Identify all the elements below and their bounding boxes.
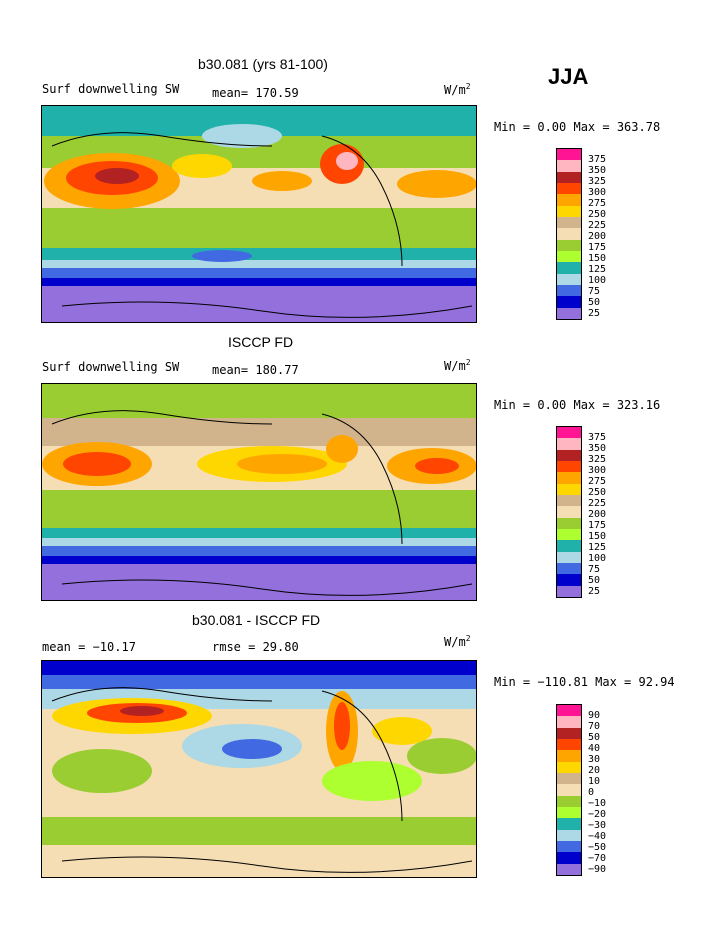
colorbar-label: 325	[588, 176, 607, 187]
colorbar-label: −20	[588, 809, 607, 820]
colorbar-label: 150	[588, 531, 607, 542]
panel2-units: W/m2	[444, 358, 471, 373]
colorbar-label: 325	[588, 454, 607, 465]
panel3-title: b30.081 - ISCCP FD	[192, 612, 321, 628]
colorbar-label: −40	[588, 831, 607, 842]
colorbar-label: 375	[588, 154, 607, 165]
panel1-map	[41, 105, 477, 323]
panel1-units: W/m2	[444, 82, 471, 97]
colorbar-label: 100	[588, 275, 607, 286]
colorbar-label: 125	[588, 542, 607, 553]
colorbar-label: 75	[588, 286, 601, 297]
colorbar-label: 250	[588, 209, 607, 220]
panel1-variable: Surf downwelling SW	[42, 82, 180, 96]
colorbar-label: 200	[588, 509, 607, 520]
colorbar-label: 250	[588, 487, 607, 498]
colorbar-label: 375	[588, 432, 607, 443]
colorbar-label: 200	[588, 231, 607, 242]
panel2-map	[41, 383, 477, 601]
colorbar-label: 10	[588, 776, 601, 787]
colorbar-label: −30	[588, 820, 607, 831]
colorbar-label: 0	[588, 787, 595, 798]
panel3-minmax: Min = −110.81 Max = 92.94	[494, 675, 675, 689]
colorbar-label: 20	[588, 765, 601, 776]
colorbar-label: 50	[588, 732, 601, 743]
colorbar-label: 90	[588, 710, 601, 721]
panel3-mean: mean = −10.17	[42, 640, 136, 654]
colorbar-label: 350	[588, 443, 607, 454]
colorbar-label: 50	[588, 575, 601, 586]
panel2-minmax: Min = 0.00 Max = 323.16	[494, 398, 661, 412]
colorbar-label: 100	[588, 553, 607, 564]
colorbar-label: 70	[588, 721, 601, 732]
panel1-mean: mean= 170.59	[212, 86, 299, 100]
season-label: JJA	[548, 64, 589, 89]
colorbar-label: 50	[588, 297, 601, 308]
colorbar-label: 275	[588, 198, 607, 209]
colorbar-label: 225	[588, 220, 607, 231]
colorbar-label: 40	[588, 743, 601, 754]
colorbar-label: 25	[588, 308, 601, 319]
colorbar-label: 150	[588, 253, 607, 264]
colorbar-label: −90	[588, 864, 607, 875]
panel2-colorbar	[556, 426, 582, 598]
panel1-minmax: Min = 0.00 Max = 363.78	[494, 120, 661, 134]
panel1-colorbar	[556, 148, 582, 320]
colorbar-label: 30	[588, 754, 601, 765]
panel3-units: W/m2	[444, 634, 471, 649]
colorbar-label: −50	[588, 842, 607, 853]
panel1-title: b30.081 (yrs 81-100)	[198, 56, 328, 72]
colorbar-label: 350	[588, 165, 607, 176]
panel2-title: ISCCP FD	[228, 334, 294, 350]
panel3-map	[41, 660, 477, 878]
panel2-mean: mean= 180.77	[212, 363, 299, 377]
colorbar-label: 125	[588, 264, 607, 275]
colorbar-label: 275	[588, 476, 607, 487]
colorbar-label: −10	[588, 798, 607, 809]
colorbar-label: 300	[588, 187, 607, 198]
colorbar-label: 175	[588, 242, 607, 253]
colorbar-label: 75	[588, 564, 601, 575]
colorbar-label: 300	[588, 465, 607, 476]
colorbar-label: 175	[588, 520, 607, 531]
panel2-variable: Surf downwelling SW	[42, 360, 180, 374]
panel3-colorbar	[556, 704, 582, 876]
panel3-rmse: rmse = 29.80	[212, 640, 299, 654]
colorbar-label: 25	[588, 586, 601, 597]
colorbar-label: 225	[588, 498, 607, 509]
colorbar-label: −70	[588, 853, 607, 864]
